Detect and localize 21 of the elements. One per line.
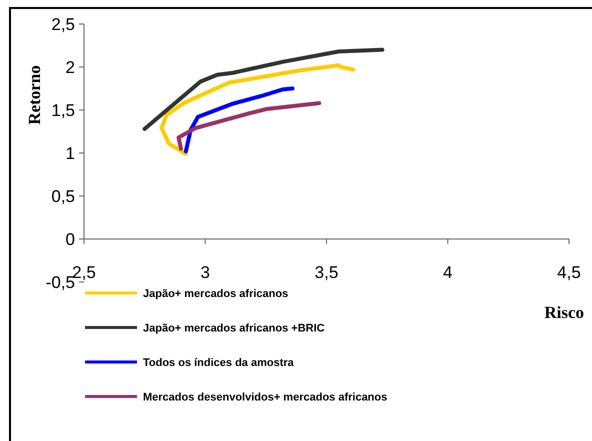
x-tick-label: 3 — [200, 263, 210, 282]
y-tick-label: 1 — [66, 144, 75, 163]
line-series — [184, 86, 295, 154]
legend-label: Todos os índices da amostra — [143, 356, 295, 369]
y-tick-label: 1,5 — [51, 100, 75, 120]
x-tick-label: 4 — [443, 263, 452, 282]
y-tick-label: 0,5 — [51, 186, 75, 206]
y-axis-title: Retorno — [25, 65, 44, 125]
legend-label: Mercados desenvolvidos+ mercados africanos — [143, 391, 388, 404]
x-tick-label: 3,5 — [314, 263, 338, 282]
y-tick-label: 2,5 — [51, 14, 75, 34]
y-tick-label: -0,5 — [46, 272, 75, 292]
legend-label: Japão+ mercados africanos +BRIC — [143, 322, 325, 334]
line-series — [176, 101, 322, 151]
y-tick-label: 2 — [66, 58, 75, 77]
x-axis-title: Risco — [544, 303, 584, 322]
y-tick-label: 0 — [66, 230, 75, 249]
line-series — [142, 48, 384, 131]
legend-label: Japão+ mercados africanos — [143, 288, 288, 300]
x-tick-label: 4,5 — [557, 263, 581, 282]
line-series — [160, 63, 356, 156]
